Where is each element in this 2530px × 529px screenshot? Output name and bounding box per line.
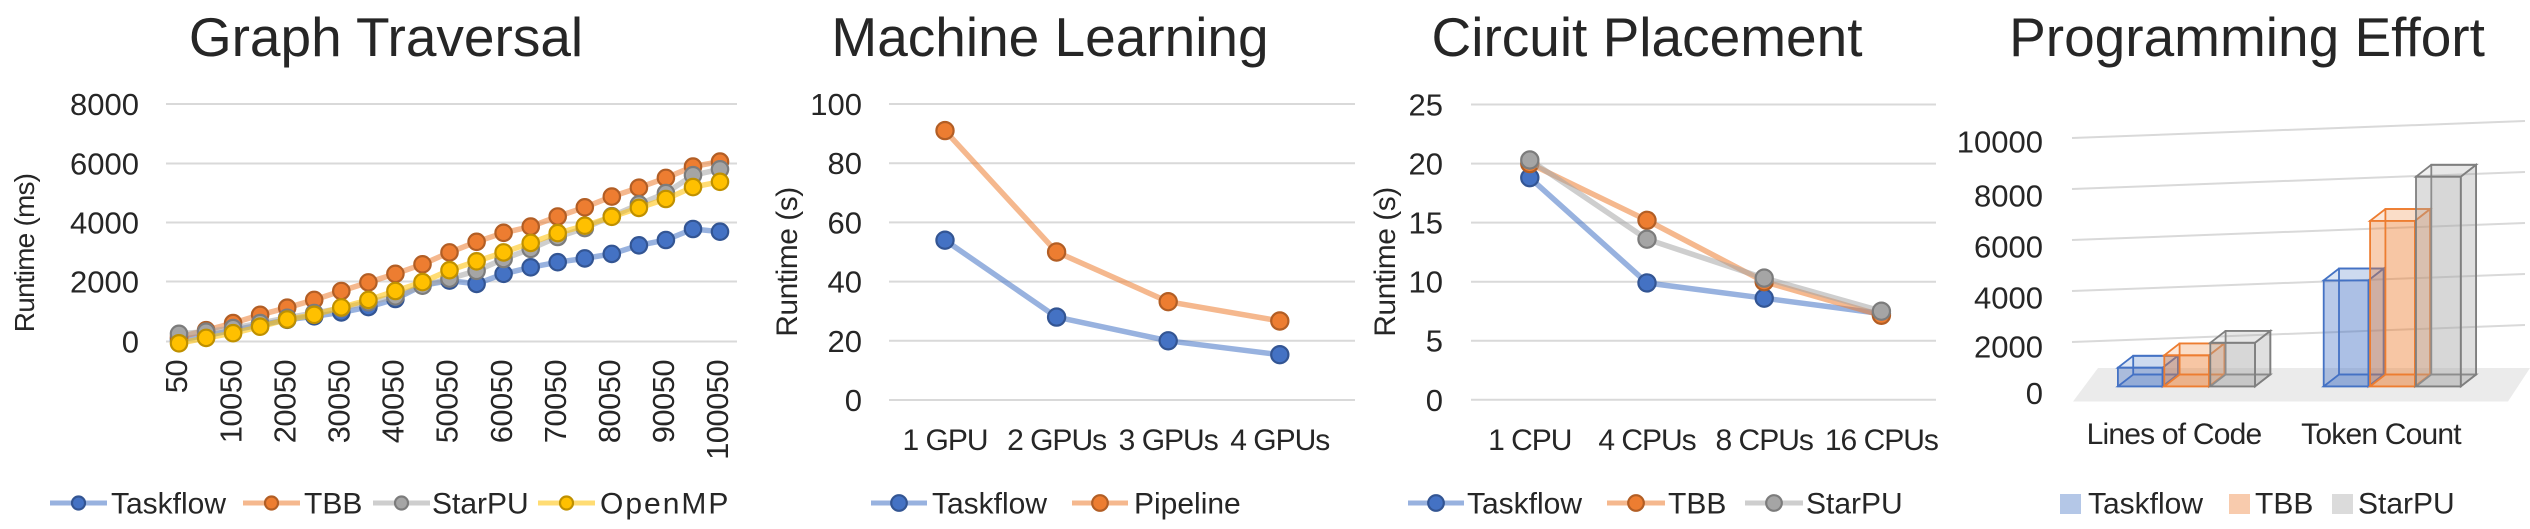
svg-text:Circuit Placement: Circuit Placement [1432,6,1863,68]
svg-text:60050: 60050 [484,360,519,444]
svg-text:Programming Effort: Programming Effort [2009,6,2485,68]
svg-text:Runtime (ms): Runtime (ms) [9,174,40,332]
svg-text:0: 0 [1426,383,1443,418]
svg-text:3 GPUs: 3 GPUs [1119,424,1218,457]
svg-text:2 GPUs: 2 GPUs [1007,424,1106,457]
svg-text:StarPU: StarPU [432,488,529,521]
svg-text:20050: 20050 [267,360,302,444]
svg-text:Taskflow: Taskflow [1467,488,1582,521]
svg-text:80: 80 [828,146,862,181]
svg-text:StarPU: StarPU [1806,488,1903,521]
svg-text:6000: 6000 [1974,229,2043,264]
svg-text:OpenMP: OpenMP [600,488,730,521]
svg-text:Machine Learning: Machine Learning [831,6,1268,68]
svg-text:8 CPUs: 8 CPUs [1716,424,1813,457]
svg-text:100: 100 [810,87,862,122]
svg-text:20: 20 [828,324,862,359]
svg-text:50: 50 [159,360,194,394]
svg-text:20: 20 [1409,147,1443,182]
svg-text:15: 15 [1409,206,1443,241]
svg-text:40: 40 [828,265,862,300]
svg-text:70050: 70050 [538,360,573,444]
svg-text:Taskflow: Taskflow [111,488,226,521]
svg-text:5: 5 [1426,324,1443,359]
svg-text:10050: 10050 [213,360,248,444]
svg-text:0: 0 [2026,376,2043,411]
svg-text:1 GPU: 1 GPU [902,424,987,457]
svg-text:Lines of Code: Lines of Code [2087,418,2262,451]
svg-text:Runtime (s): Runtime (s) [771,187,804,337]
svg-text:Pipeline: Pipeline [1134,488,1241,521]
svg-text:0: 0 [122,325,139,360]
svg-text:Taskflow: Taskflow [932,488,1047,521]
svg-text:8000: 8000 [1974,179,2043,214]
svg-text:Taskflow: Taskflow [2088,488,2203,521]
svg-text:80050: 80050 [592,360,627,444]
svg-text:90050: 90050 [646,360,681,444]
svg-text:60: 60 [828,205,862,240]
svg-text:Runtime (s): Runtime (s) [1369,187,1402,337]
svg-text:16 CPUs: 16 CPUs [1825,424,1938,457]
svg-text:Graph Traversal: Graph Traversal [189,6,583,68]
svg-text:4000: 4000 [70,206,139,241]
svg-text:StarPU: StarPU [2358,488,2455,521]
svg-text:4000: 4000 [1974,280,2043,315]
svg-text:TBB: TBB [2255,488,2313,521]
svg-text:30050: 30050 [321,360,356,444]
svg-text:2000: 2000 [1974,330,2043,365]
svg-text:10000: 10000 [1957,125,2043,160]
svg-text:4 CPUs: 4 CPUs [1598,424,1695,457]
svg-text:2000: 2000 [70,265,139,300]
svg-text:25: 25 [1409,88,1443,123]
svg-text:TBB: TBB [1668,488,1726,521]
svg-text:1 CPU: 1 CPU [1488,424,1571,457]
svg-text:0: 0 [845,383,862,418]
svg-text:10: 10 [1409,265,1443,300]
svg-text:6000: 6000 [70,147,139,182]
svg-text:8000: 8000 [70,87,139,122]
svg-text:Token Count: Token Count [2301,418,2462,451]
svg-text:4 GPUs: 4 GPUs [1230,424,1329,457]
svg-text:40050: 40050 [376,360,411,444]
svg-text:100050: 100050 [700,360,735,460]
svg-text:50050: 50050 [430,360,465,444]
svg-text:TBB: TBB [304,488,362,521]
